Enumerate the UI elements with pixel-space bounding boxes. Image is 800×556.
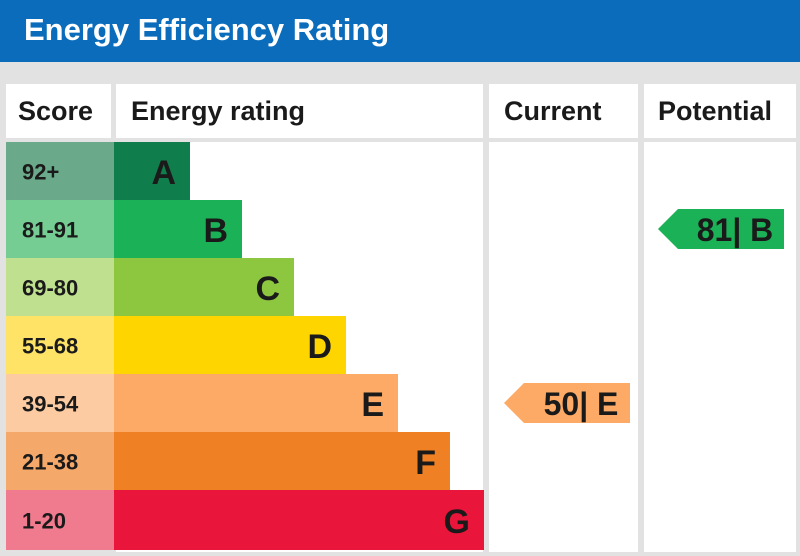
rating-bar-b <box>114 200 242 258</box>
score-range-f: 21-38 <box>22 450 78 475</box>
score-header-cell <box>6 84 111 138</box>
rating-letter-g: G <box>444 503 470 541</box>
rating-bar-e <box>114 374 398 432</box>
header-bar: Energy Efficiency Rating <box>0 0 800 62</box>
rating-letter-c: C <box>255 270 280 308</box>
potential-header-cell <box>644 84 796 138</box>
score-cell-b <box>6 200 114 258</box>
rating-letter-b: B <box>203 212 228 250</box>
rating-bar-a <box>114 142 190 200</box>
score-column-header: Score <box>18 96 94 126</box>
potential-column-header: Potential <box>658 96 773 126</box>
rating-letter-f: F <box>415 444 436 482</box>
rating-bar-c <box>114 258 294 316</box>
score-range-g: 1-20 <box>22 509 66 534</box>
rating-bar-f <box>114 432 450 490</box>
score-cell-e <box>6 374 114 432</box>
current-column <box>489 142 638 552</box>
score-cell-c <box>6 258 114 316</box>
current-rating-arrow <box>504 383 630 423</box>
score-range-e: 39-54 <box>22 392 79 417</box>
rating-letter-d: D <box>307 328 332 366</box>
score-cell-d <box>6 316 114 374</box>
rating-bar-g <box>114 490 484 550</box>
current-rating-label: 50| E <box>544 386 619 422</box>
potential-rating-label: 81| B <box>697 212 774 248</box>
score-range-b: 81-91 <box>22 218 78 243</box>
rating-header-cell <box>116 84 483 138</box>
current-column-header: Current <box>504 96 602 126</box>
current-header-cell <box>489 84 638 138</box>
score-cell-a <box>6 142 114 200</box>
score-cell-f <box>6 432 114 490</box>
score-range-c: 69-80 <box>22 276 78 301</box>
rating-column-header: Energy rating <box>131 96 306 126</box>
score-range-d: 55-68 <box>22 334 78 359</box>
page-title: Energy Efficiency Rating <box>24 12 390 47</box>
rating-bar-d <box>114 316 346 374</box>
rating-letter-a: A <box>151 154 176 192</box>
potential-rating-arrow <box>658 209 784 249</box>
rating-letter-e: E <box>361 386 384 424</box>
score-range-a: 92+ <box>22 160 59 185</box>
score-cell-g <box>6 490 114 550</box>
